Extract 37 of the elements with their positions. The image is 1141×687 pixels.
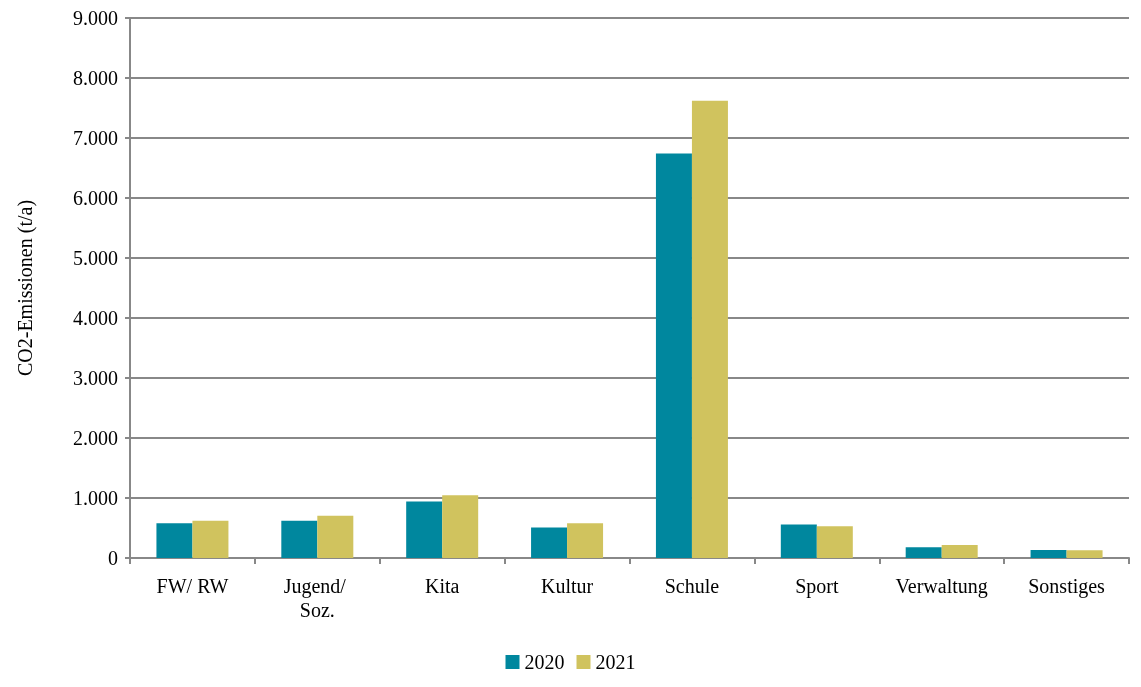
y-tick-label: 4.000 xyxy=(73,307,118,329)
x-tick-label: Kita xyxy=(424,575,460,597)
bar xyxy=(816,526,853,558)
y-axis-title: CO2-Emissionen (t/a) xyxy=(14,199,37,377)
y-tick-label: 8.000 xyxy=(73,67,118,89)
bar xyxy=(1030,549,1067,558)
bar xyxy=(531,527,568,558)
bar xyxy=(567,523,604,558)
bar xyxy=(780,524,817,558)
x-tick-label: Sport xyxy=(795,575,839,598)
x-tick-label: Sonstiges xyxy=(1028,575,1106,598)
y-tick-label: 2.000 xyxy=(73,427,118,449)
y-tick-label: 6.000 xyxy=(73,187,118,209)
x-tick-label: FW/ RW xyxy=(156,575,229,597)
y-tick-label: 9.000 xyxy=(73,7,118,29)
bar xyxy=(442,495,479,558)
bar xyxy=(317,515,354,558)
legend-label: 2020 xyxy=(524,651,565,673)
x-tick-label: Kultur xyxy=(540,575,594,597)
y-tick-label: 3.000 xyxy=(73,367,118,389)
y-tick-label: 0 xyxy=(108,547,118,569)
x-tick-label: Schule xyxy=(664,575,720,597)
x-tick-label: Verwaltung xyxy=(895,575,988,598)
y-tick-label: 1.000 xyxy=(73,487,118,509)
bar xyxy=(406,501,443,558)
bar xyxy=(941,545,978,558)
bar xyxy=(156,523,193,558)
y-tick-label: 5.000 xyxy=(73,247,118,269)
y-tick-label: 7.000 xyxy=(73,127,118,149)
bar xyxy=(1066,550,1103,558)
bar xyxy=(691,100,728,558)
bar xyxy=(655,153,692,558)
x-tick-label: Jugend/ Soz. xyxy=(283,575,351,621)
bar xyxy=(192,520,229,558)
legend-label: 2021 xyxy=(595,651,636,673)
bar xyxy=(281,520,318,558)
bar xyxy=(905,547,942,558)
